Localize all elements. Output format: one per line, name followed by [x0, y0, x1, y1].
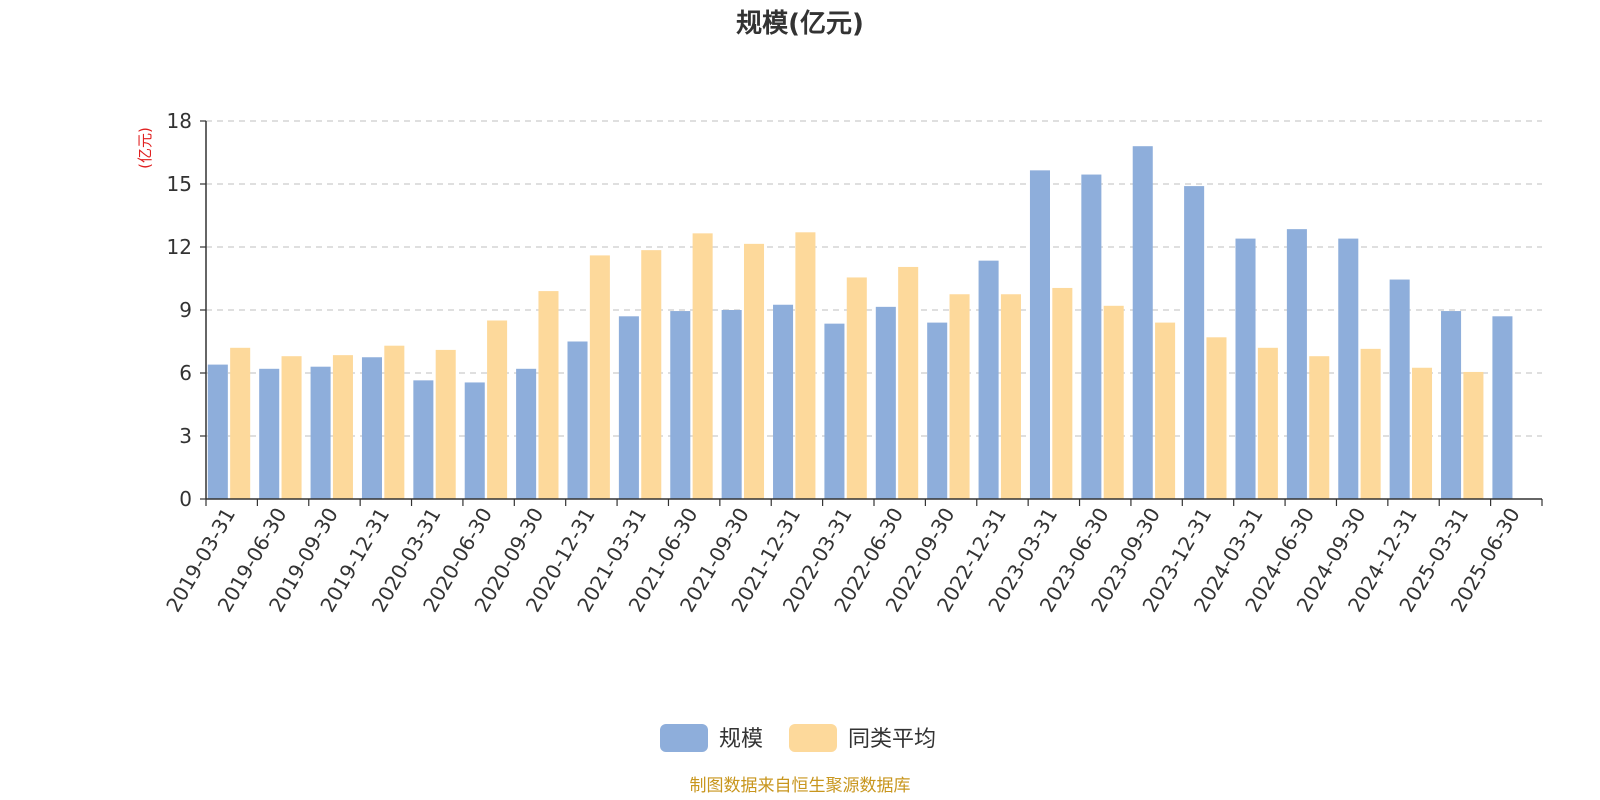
- legend-label: 规模: [719, 727, 763, 752]
- bar-scale: [1492, 316, 1513, 499]
- y-axis-unit-label: (亿元): [136, 127, 154, 169]
- bar-peer-average: [487, 320, 508, 499]
- bar-peer-average: [1103, 305, 1124, 499]
- bar-peer-average: [1257, 347, 1278, 499]
- bar-scale: [927, 322, 948, 499]
- bar-peer-average: [1463, 371, 1484, 499]
- bar-scale: [721, 310, 742, 499]
- bar-scale: [1441, 311, 1462, 499]
- chart-title: 规模(亿元): [736, 9, 864, 39]
- bar-scale: [310, 366, 331, 499]
- bar-peer-average: [538, 291, 559, 499]
- y-tick-label: 18: [167, 109, 192, 133]
- bar-scale: [670, 311, 691, 499]
- bar-scale: [824, 323, 845, 499]
- bar-peer-average: [332, 355, 353, 499]
- y-tick-label: 15: [167, 172, 192, 196]
- bar-scale: [464, 382, 485, 499]
- bar-scale: [1029, 170, 1050, 499]
- bar-scale: [1081, 174, 1102, 500]
- bar-scale: [618, 316, 639, 499]
- bar-scale: [567, 341, 588, 499]
- bar-scale: [1132, 146, 1153, 499]
- bar-peer-average: [1052, 287, 1073, 499]
- bar-scale: [773, 304, 794, 499]
- bar-scale: [516, 368, 537, 499]
- bar-peer-average: [692, 233, 713, 499]
- bar-peer-average: [1206, 337, 1227, 499]
- bar-scale: [361, 357, 382, 499]
- bar-peer-average: [281, 356, 302, 499]
- bar-peer-average: [435, 349, 456, 499]
- bar-peer-average: [1360, 348, 1381, 499]
- bars: [207, 146, 1513, 500]
- bar-peer-average: [641, 250, 662, 499]
- bar-peer-average: [1155, 322, 1176, 499]
- y-tick-label: 12: [167, 235, 192, 259]
- bar-peer-average: [949, 294, 970, 499]
- legend-swatch: [789, 724, 837, 752]
- y-tick-label: 3: [179, 424, 192, 448]
- legend: 规模 同类平均: [660, 724, 936, 752]
- bar-peer-average: [1309, 356, 1330, 499]
- bar-peer-average: [898, 266, 919, 499]
- bar-scale: [259, 368, 280, 499]
- bar-scale: [207, 364, 228, 499]
- legend-label: 同类平均: [848, 727, 936, 752]
- y-tick-label: 0: [179, 487, 192, 511]
- legend-swatch: [660, 724, 708, 752]
- bar-peer-average: [1411, 367, 1433, 499]
- bar-scale: [1184, 186, 1205, 499]
- bar-peer-average: [589, 255, 610, 499]
- bar-peer-average: [846, 277, 867, 499]
- bar-peer-average: [384, 345, 405, 499]
- bar-scale: [1338, 238, 1359, 499]
- bar-scale: [413, 380, 434, 499]
- y-tick-label: 9: [179, 298, 192, 322]
- bar-scale: [1235, 238, 1256, 499]
- bar-scale: [1286, 229, 1307, 499]
- bar-scale: [875, 306, 896, 499]
- bar-peer-average: [795, 232, 816, 500]
- bar-peer-average: [1000, 294, 1021, 499]
- bar-peer-average: [743, 243, 765, 499]
- bar-peer-average: [230, 347, 251, 499]
- y-tick-label: 6: [179, 361, 192, 385]
- bar-scale: [1389, 279, 1410, 499]
- bar-scale: [978, 260, 999, 499]
- data-source-note: 制图数据来自恒生聚源数据库: [690, 776, 911, 796]
